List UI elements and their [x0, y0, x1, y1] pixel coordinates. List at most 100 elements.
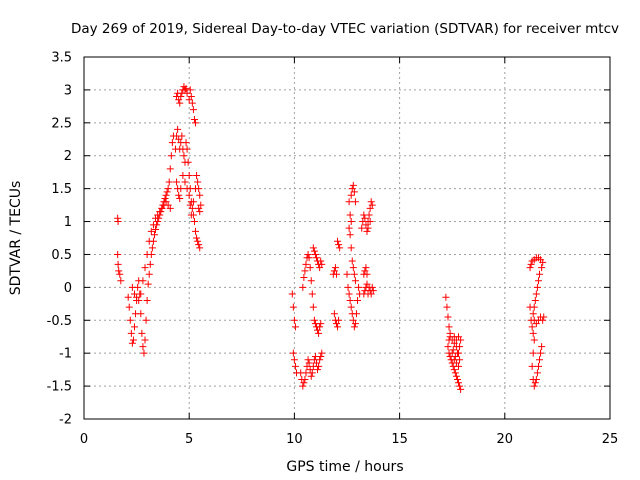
data-point	[346, 297, 354, 305]
x-axis-ticks: 0 5 10 15 20 25	[80, 57, 618, 447]
data-point	[125, 303, 133, 311]
data-point	[536, 270, 544, 278]
data-point	[290, 316, 298, 324]
data-point	[450, 366, 458, 374]
data-point	[175, 191, 183, 199]
data-point	[130, 323, 138, 331]
data-point	[145, 270, 153, 278]
y-tick-label: 2	[64, 149, 72, 164]
data-point	[128, 339, 136, 347]
x-tick-label: 20	[497, 432, 514, 447]
data-point	[448, 349, 456, 357]
data-point	[318, 260, 326, 268]
x-axis-label: GPS time / hours	[286, 459, 403, 475]
x-tick-label: 10	[286, 432, 303, 447]
data-point	[317, 320, 325, 328]
data-point	[529, 349, 537, 357]
data-point	[148, 244, 156, 252]
data-point	[187, 211, 195, 219]
data-point	[301, 376, 309, 384]
data-point	[528, 323, 536, 331]
data-point	[164, 185, 172, 193]
data-point	[308, 369, 316, 377]
data-point	[537, 349, 545, 357]
data-point	[300, 379, 308, 387]
data-point	[291, 362, 299, 370]
data-point	[311, 250, 319, 258]
data-point	[367, 198, 375, 206]
data-point	[533, 369, 541, 377]
data-point	[173, 178, 181, 186]
data-point	[350, 188, 358, 196]
data-point	[115, 267, 123, 275]
data-point	[139, 277, 147, 285]
data-point	[316, 356, 324, 364]
data-point	[457, 336, 465, 344]
data-point	[190, 116, 198, 124]
data-point	[192, 227, 200, 235]
data-point	[527, 316, 535, 324]
data-point	[334, 323, 342, 331]
data-point	[146, 260, 154, 268]
data-point	[168, 139, 176, 147]
data-points	[114, 83, 548, 393]
data-point	[116, 270, 124, 278]
data-point	[362, 264, 370, 272]
data-point	[139, 343, 147, 351]
data-point	[315, 329, 323, 337]
data-point	[145, 237, 153, 245]
data-point	[536, 356, 544, 364]
data-point	[345, 224, 353, 232]
data-point	[184, 158, 192, 166]
data-point	[452, 372, 460, 380]
data-point	[316, 323, 324, 331]
data-point	[453, 376, 461, 384]
data-point	[351, 320, 359, 328]
data-point	[531, 297, 539, 305]
data-point	[143, 250, 151, 258]
y-tick-label: 1.5	[51, 182, 72, 197]
data-point	[346, 211, 354, 219]
data-point	[162, 191, 170, 199]
data-point	[129, 336, 137, 344]
data-point	[538, 264, 546, 272]
data-point	[137, 310, 145, 318]
data-point	[335, 316, 343, 324]
data-point	[178, 132, 186, 140]
y-tick-label: 1	[64, 215, 72, 230]
data-point	[352, 310, 360, 318]
data-point	[350, 323, 358, 331]
y-tick-label: 2.5	[51, 116, 72, 131]
data-point	[351, 277, 359, 285]
data-point	[526, 264, 534, 272]
data-point	[346, 231, 354, 239]
data-point	[126, 316, 134, 324]
data-point	[527, 260, 535, 268]
data-point	[347, 303, 355, 311]
data-point	[312, 254, 320, 262]
data-point	[317, 257, 325, 265]
y-axis-label: SDTVAR / TECUs	[8, 181, 24, 296]
data-point	[195, 204, 203, 212]
data-point	[444, 313, 452, 321]
data-point	[533, 283, 541, 291]
data-point	[124, 293, 132, 301]
data-point	[529, 329, 537, 337]
data-point	[443, 303, 451, 311]
data-point	[336, 244, 344, 252]
data-point	[152, 225, 160, 233]
data-point	[163, 188, 171, 196]
y-tick-label: -1.5	[47, 380, 72, 395]
y-tick-label: 3	[64, 83, 72, 98]
data-point	[114, 260, 122, 268]
y-tick-label: 0.5	[51, 248, 72, 263]
data-point	[289, 303, 297, 311]
data-point	[183, 185, 191, 193]
plot-frame	[83, 56, 611, 420]
data-point	[196, 191, 204, 199]
data-point	[180, 152, 188, 160]
data-point	[345, 198, 353, 206]
data-point	[332, 270, 340, 278]
data-point	[349, 264, 357, 272]
